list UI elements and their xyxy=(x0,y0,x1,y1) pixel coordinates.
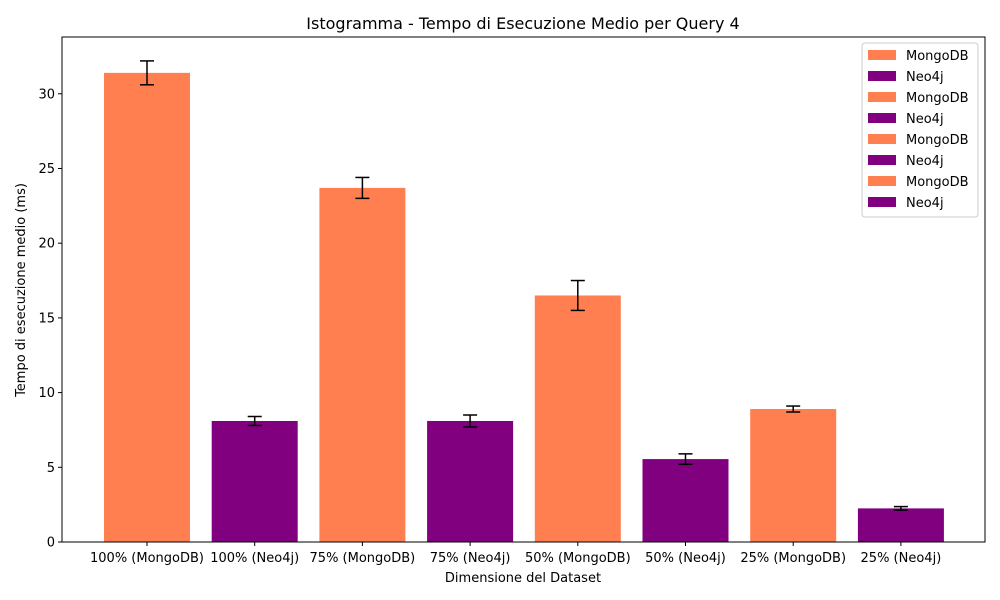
legend-label: Neo4j xyxy=(906,154,944,169)
y-tick-label-6: 25 xyxy=(38,162,55,177)
bar-1 xyxy=(104,72,190,543)
legend-swatch xyxy=(868,155,896,165)
x-tick-label-2: 100% (Neo4j) xyxy=(210,551,299,566)
legend-label: MongoDB xyxy=(906,133,969,148)
legend: MongoDB Neo4j MongoDB Neo4j MongoDB Neo4j Mong… xyxy=(861,42,979,218)
y-tick-label-3: 10 xyxy=(38,386,55,401)
error-bar-7 xyxy=(786,405,801,413)
legend-label: Neo4j xyxy=(906,112,944,127)
legend-item-4: Neo4j xyxy=(868,112,944,127)
legend-box xyxy=(861,42,979,218)
y-tick-label-5: 20 xyxy=(38,237,55,252)
bars-group xyxy=(104,72,944,543)
y-tick-label-2: 5 xyxy=(47,461,55,476)
legend-swatch xyxy=(868,92,896,102)
x-tick-label-5: 50% (MongoDB) xyxy=(525,551,631,566)
error-bar-2 xyxy=(247,415,262,427)
error-bar-4 xyxy=(463,414,478,428)
y-tick-label-1: 0 xyxy=(47,536,55,551)
y-tick-label-4: 15 xyxy=(38,311,55,326)
error-bars-group xyxy=(140,60,908,511)
error-bar-8 xyxy=(893,505,908,511)
bar-7 xyxy=(750,409,837,542)
legend-swatch xyxy=(868,50,896,60)
x-tick-label-4: 75% (Neo4j) xyxy=(430,551,511,566)
error-bar-6 xyxy=(678,453,693,466)
x-tick-label-8: 25% (Neo4j) xyxy=(861,551,942,566)
x-tick-label-3: 75% (MongoDB) xyxy=(310,551,416,566)
y-axis-label: Tempo di esecuzione medio (ms) xyxy=(14,183,29,398)
error-bar-1 xyxy=(140,60,154,86)
error-bar-5 xyxy=(570,279,585,312)
y-axis: 0 5 10 15 20 25 30 xyxy=(38,87,62,551)
chart-title: Istogramma - Tempo di Esecuzione Medio p… xyxy=(306,14,739,33)
legend-label: MongoDB xyxy=(906,175,969,190)
legend-item-8: Neo4j xyxy=(868,196,944,211)
legend-item-1: MongoDB xyxy=(868,49,969,64)
legend-swatch xyxy=(868,134,896,144)
bar-8 xyxy=(857,508,944,542)
legend-label: MongoDB xyxy=(906,91,969,106)
plot-frame xyxy=(61,36,986,543)
bar-5 xyxy=(534,295,621,542)
legend-swatch xyxy=(868,71,896,81)
legend-item-2: Neo4j xyxy=(868,70,944,85)
bar-4 xyxy=(427,420,514,542)
legend-item-3: MongoDB xyxy=(868,91,969,106)
legend-item-6: Neo4j xyxy=(868,154,944,169)
x-tick-label-6: 50% (Neo4j) xyxy=(645,551,726,566)
legend-swatch xyxy=(868,113,896,123)
y-tick-label-7: 30 xyxy=(38,87,55,102)
x-axis: 100% (MongoDB) 100% (Neo4j) 75% (MongoDB) 7… xyxy=(90,542,941,566)
x-axis-label: Dimensione del Dataset xyxy=(445,571,601,586)
legend-label: MongoDB xyxy=(906,49,969,64)
bar-6 xyxy=(642,459,729,542)
bar-2 xyxy=(211,420,298,542)
x-tick-label-7: 25% (MongoDB) xyxy=(740,551,846,566)
legend-item-5: MongoDB xyxy=(868,133,969,148)
error-bar-3 xyxy=(355,176,370,200)
legend-swatch xyxy=(868,197,896,207)
legend-label: Neo4j xyxy=(906,70,944,85)
x-tick-label-1: 100% (MongoDB) xyxy=(90,551,204,566)
bar-3 xyxy=(319,187,406,542)
legend-item-7: MongoDB xyxy=(868,175,969,190)
legend-label: Neo4j xyxy=(906,196,944,211)
legend-swatch xyxy=(868,176,896,186)
